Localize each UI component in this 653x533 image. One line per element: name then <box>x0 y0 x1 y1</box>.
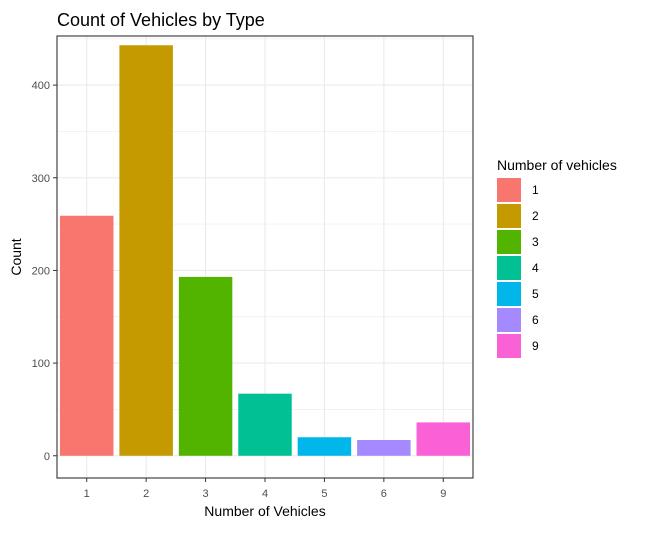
bar-4 <box>238 393 292 456</box>
x-tick-label: 3 <box>203 488 209 500</box>
bar-1 <box>59 215 114 456</box>
x-tick-label: 5 <box>321 488 327 500</box>
legend-label-1: 1 <box>532 183 539 197</box>
bar-3 <box>178 276 233 456</box>
bar-9 <box>416 422 471 456</box>
x-tick-label: 9 <box>440 488 446 500</box>
bar-2 <box>119 45 173 456</box>
legend-key-2 <box>497 204 521 228</box>
legend-key-9 <box>497 334 521 358</box>
x-axis-title: Number of Vehicles <box>204 503 325 519</box>
bars <box>59 45 471 456</box>
legend-key-5 <box>497 282 521 306</box>
y-tick-label: 400 <box>32 80 50 92</box>
y-tick-label: 300 <box>32 173 50 185</box>
x-tick-label: 6 <box>381 488 387 500</box>
chart-title: Count of Vehicles by Type <box>57 10 265 30</box>
legend-key-1 <box>497 178 521 202</box>
y-tick-label: 200 <box>32 265 50 277</box>
y-tick-label: 0 <box>44 451 50 463</box>
bar-6 <box>357 440 411 456</box>
legend-label-6: 6 <box>532 313 539 327</box>
bar-5 <box>297 437 352 456</box>
legend-key-6 <box>497 308 521 332</box>
legend-label-4: 4 <box>532 261 539 275</box>
x-tick-label: 4 <box>262 488 268 500</box>
legend-label-3: 3 <box>532 235 539 249</box>
y-tick-label: 100 <box>32 358 50 370</box>
legend-key-4 <box>497 256 521 280</box>
legend-label-9: 9 <box>532 339 539 353</box>
y-axis-ticks: 0 100 200 300 400 <box>32 80 57 463</box>
legend: Number of vehicles 1 2 3 4 5 6 9 <box>497 157 617 358</box>
legend-label-5: 5 <box>532 287 539 301</box>
legend-key-3 <box>497 230 521 254</box>
legend-title: Number of vehicles <box>497 157 617 173</box>
y-axis-title: Count <box>8 238 24 275</box>
x-tick-label: 1 <box>84 488 90 500</box>
x-axis-ticks: 1 2 3 4 5 6 9 <box>84 478 446 500</box>
legend-label-2: 2 <box>532 209 539 223</box>
x-tick-label: 2 <box>143 488 149 500</box>
